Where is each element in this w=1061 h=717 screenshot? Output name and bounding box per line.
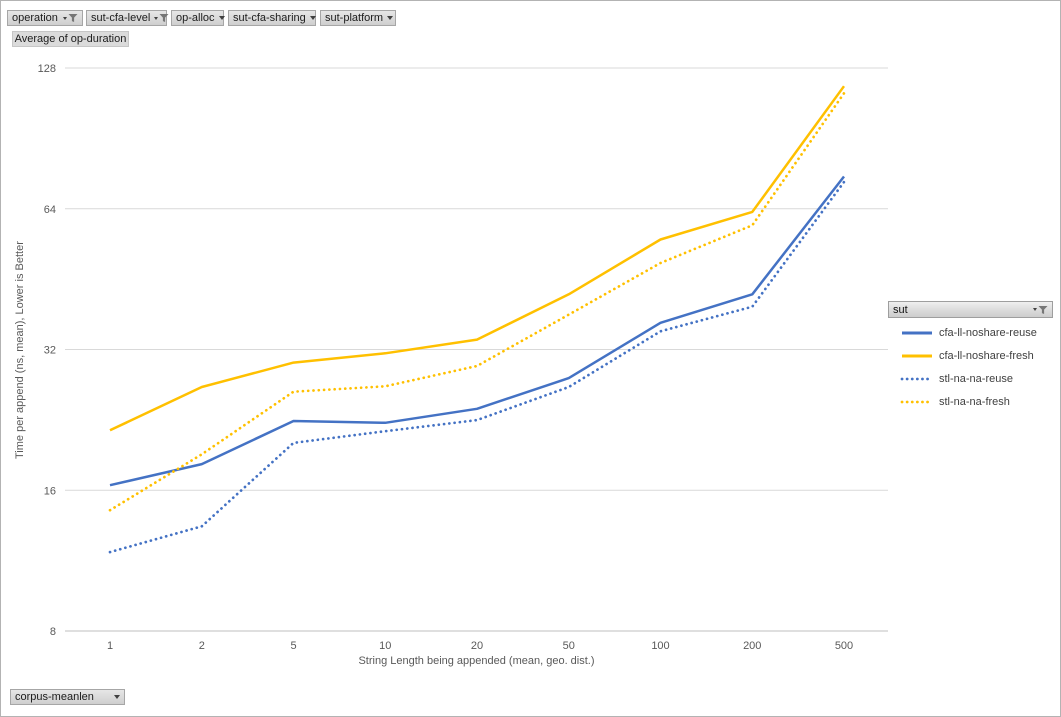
y-tick-label: 64 bbox=[44, 204, 56, 216]
legend-item: stl-na-na-fresh bbox=[888, 390, 1053, 413]
filter-funnel-icon bbox=[1033, 305, 1048, 315]
filter-button-label: sut-cfa-level bbox=[91, 12, 151, 24]
legend-field-label: sut bbox=[893, 303, 908, 316]
x-tick-label: 500 bbox=[835, 640, 853, 652]
series-line-cfa-ll-noshare-fresh bbox=[109, 85, 846, 432]
legend-item-label: cfa-ll-noshare-reuse bbox=[939, 326, 1037, 339]
x-tick-label: 50 bbox=[563, 640, 575, 652]
legend-item: cfa-ll-noshare-reuse bbox=[888, 321, 1053, 344]
y-tick-label: 128 bbox=[38, 63, 56, 75]
legend-swatch-solid-blue bbox=[900, 330, 934, 336]
dropdown-arrow-icon bbox=[309, 16, 316, 20]
dropdown-arrow-icon bbox=[114, 695, 120, 699]
legend-swatch-solid-gold bbox=[900, 353, 934, 359]
filter-button-label: op-alloc bbox=[176, 12, 215, 24]
dropdown-arrow-icon bbox=[387, 16, 394, 20]
legend: sut cfa-ll-noshare-reuse cfa-ll-noshare-… bbox=[888, 301, 1053, 413]
filter-button-label: operation bbox=[12, 12, 58, 24]
filter-button-label: sut-cfa-sharing bbox=[233, 12, 306, 24]
series-line-stl-na-na-fresh bbox=[108, 91, 846, 512]
legend-items: cfa-ll-noshare-reuse cfa-ll-noshare-fres… bbox=[888, 321, 1053, 413]
filter-button-sut-cfa-sharing[interactable]: sut-cfa-sharing bbox=[228, 10, 316, 26]
legend-item-label: cfa-ll-noshare-fresh bbox=[939, 349, 1034, 362]
filter-button-op-alloc[interactable]: op-alloc bbox=[171, 10, 225, 26]
filter-button-label: sut-platform bbox=[325, 12, 384, 24]
value-field-button[interactable]: Average of op-duration bbox=[12, 31, 129, 47]
x-axis-title: String Length being appended (mean, geo.… bbox=[358, 655, 595, 667]
value-field-label: Average of op-duration bbox=[14, 33, 127, 45]
filter-button-label: corpus-meanlen bbox=[15, 691, 94, 703]
filter-button-operation[interactable]: operation bbox=[7, 10, 83, 26]
legend-swatch-dotted-gold bbox=[900, 399, 934, 405]
filter-funnel-icon bbox=[154, 13, 169, 23]
y-tick-label: 32 bbox=[44, 345, 56, 357]
x-tick-label: 200 bbox=[743, 640, 761, 652]
x-tick-label: 1 bbox=[107, 640, 113, 652]
legend-item: stl-na-na-reuse bbox=[888, 367, 1053, 390]
legend-field-button[interactable]: sut bbox=[888, 301, 1053, 318]
series-line-cfa-ll-noshare-reuse bbox=[109, 175, 845, 487]
dropdown-arrow-icon bbox=[218, 16, 225, 20]
legend-item-label: stl-na-na-fresh bbox=[939, 395, 1010, 408]
filter-funnel-icon bbox=[63, 13, 78, 23]
legend-item: cfa-ll-noshare-fresh bbox=[888, 344, 1053, 367]
x-tick-label: 20 bbox=[471, 640, 483, 652]
filter-button-corpus-meanlen[interactable]: corpus-meanlen bbox=[10, 689, 125, 705]
series-line-stl-na-na-reuse bbox=[108, 180, 846, 554]
filter-button-sut-cfa-level[interactable]: sut-cfa-level bbox=[86, 10, 169, 26]
legend-item-label: stl-na-na-reuse bbox=[939, 372, 1013, 385]
y-tick-label: 16 bbox=[44, 485, 56, 497]
x-tick-label: 10 bbox=[379, 640, 391, 652]
y-tick-label: 8 bbox=[50, 626, 56, 638]
filter-button-sut-platform[interactable]: sut-platform bbox=[320, 10, 396, 26]
x-tick-label: 5 bbox=[290, 640, 296, 652]
legend-swatch-dotted-blue bbox=[900, 376, 934, 382]
y-axis-title: Time per append (ns, mean), Lower is Bet… bbox=[14, 241, 26, 459]
x-tick-label: 100 bbox=[651, 640, 669, 652]
x-tick-label: 2 bbox=[199, 640, 205, 652]
